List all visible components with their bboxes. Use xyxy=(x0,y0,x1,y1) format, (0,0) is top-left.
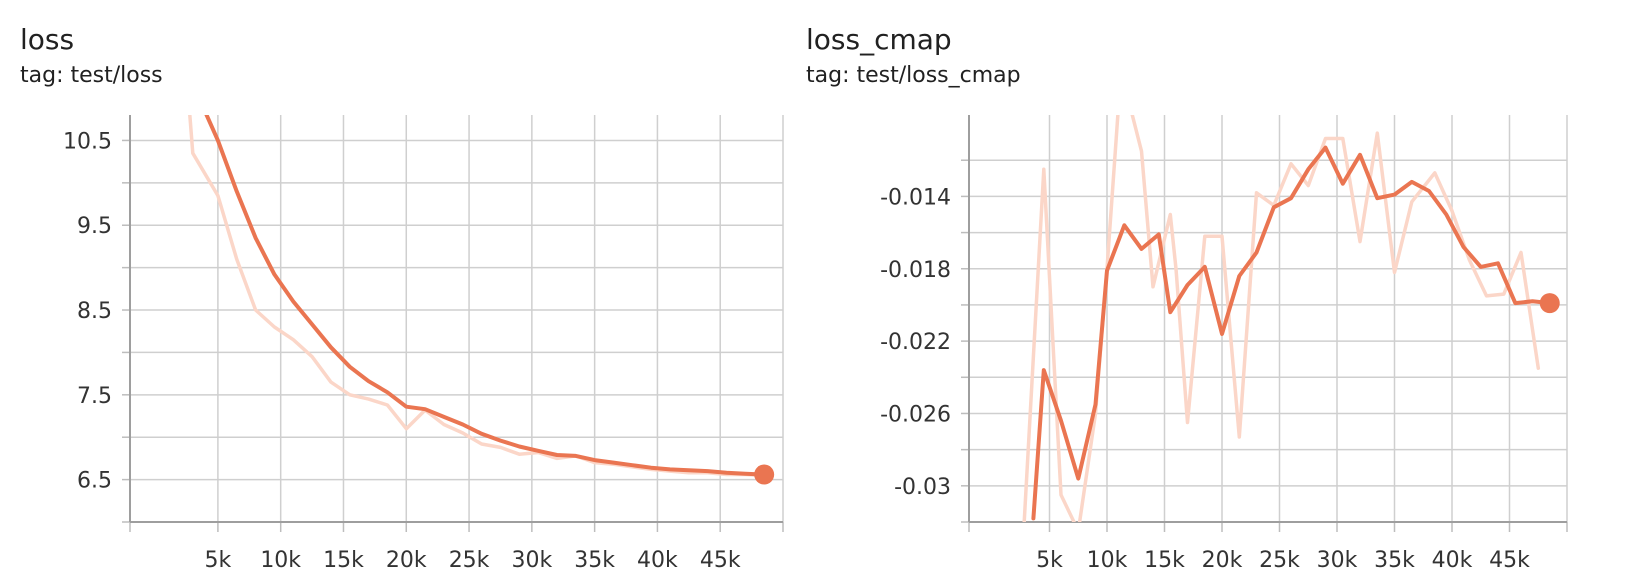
chart-title: loss xyxy=(20,23,74,56)
y-tick-label: -0.022 xyxy=(880,330,951,355)
x-tick-label: 10k xyxy=(1087,548,1128,573)
loss-chart-panel: loss tag: test/loss 6.5 7.5 8.5 9.5 10.5 5k 10… xyxy=(20,23,784,573)
y-tick-label: -0.03 xyxy=(894,475,951,500)
loss-cmap-chart-panel: loss_cmap tag: test/loss_cmap -0.03 -0.02… xyxy=(806,23,1568,573)
chart-title: loss_cmap xyxy=(806,23,952,56)
y-tick-label: -0.018 xyxy=(880,258,951,283)
x-tick-label: 15k xyxy=(323,548,364,573)
x-tick-label: 25k xyxy=(1259,548,1300,573)
x-tick-label: 30k xyxy=(1317,548,1358,573)
y-tick-label: 6.5 xyxy=(77,469,112,494)
x-tick-label: 30k xyxy=(511,548,552,573)
chart-tag: tag: test/loss xyxy=(20,63,163,88)
y-tick-label: -0.014 xyxy=(880,185,951,210)
x-tick-label: 20k xyxy=(386,548,427,573)
plot-area xyxy=(1022,115,1552,522)
series-line-smoothed xyxy=(204,115,767,477)
x-tick-label: 45k xyxy=(1489,548,1530,573)
x-tick-label: 10k xyxy=(260,548,301,573)
y-tick-label: 7.5 xyxy=(77,384,112,409)
last-value-point xyxy=(754,464,775,485)
x-tick-label: 25k xyxy=(449,548,490,573)
y-tick-label: 9.5 xyxy=(77,214,112,239)
series-line-raw xyxy=(1022,115,1541,522)
x-tick-label: 20k xyxy=(1202,548,1243,573)
x-tick-label: 45k xyxy=(700,548,741,573)
plot-area xyxy=(188,115,767,478)
x-tick-label: 35k xyxy=(574,548,615,573)
x-tick-label: 40k xyxy=(637,548,678,573)
chart-tag: tag: test/loss_cmap xyxy=(806,63,1021,88)
y-tick-label: -0.026 xyxy=(880,402,951,427)
last-value-point xyxy=(1539,293,1560,314)
x-tick-label: 5k xyxy=(205,548,232,573)
y-tick-label: 8.5 xyxy=(77,299,112,324)
y-tick-label: 10.5 xyxy=(63,129,112,154)
series-line-smoothed xyxy=(1031,145,1552,521)
x-tick-label: 5k xyxy=(1036,548,1063,573)
x-tick-label: 35k xyxy=(1374,548,1415,573)
x-tick-label: 40k xyxy=(1432,548,1473,573)
x-tick-label: 15k xyxy=(1144,548,1185,573)
